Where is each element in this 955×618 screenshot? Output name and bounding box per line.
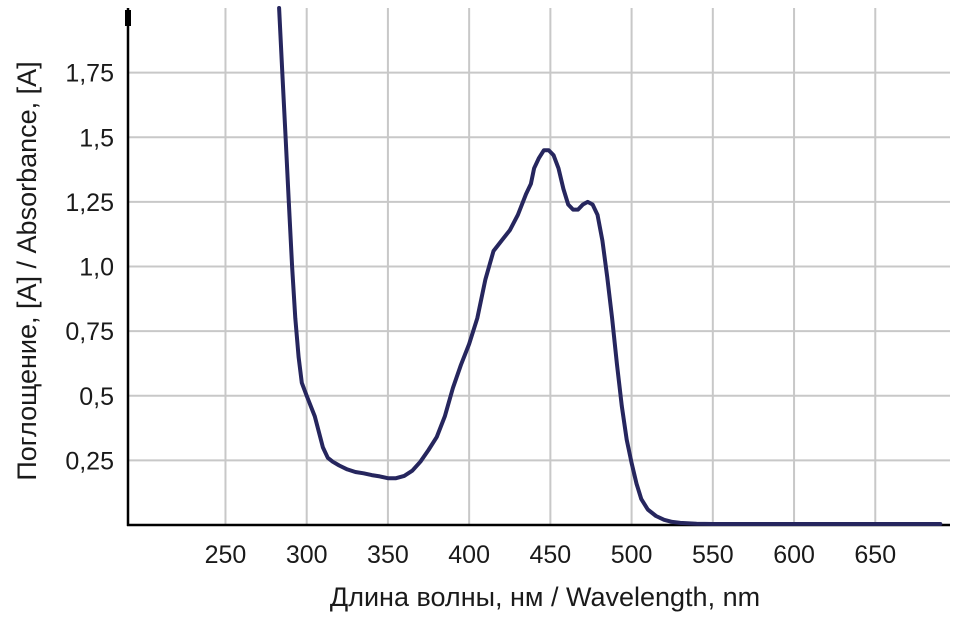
y-tick-label: 0,75 — [65, 318, 114, 346]
x-axis-label: Длина волны, нм / Wavelength, nm — [330, 582, 760, 612]
x-tick-label: 350 — [367, 541, 409, 569]
y-tick-label: 1,5 — [79, 124, 114, 152]
y-axis-label: Поглощение, [A] / Absorbance, [A] — [12, 61, 42, 480]
y-tick-label: 1,75 — [65, 60, 114, 88]
x-tick-label: 500 — [611, 541, 653, 569]
x-tick-label: 650 — [854, 541, 896, 569]
y-tick-label: 1,0 — [79, 254, 114, 282]
y-tick-labels: 0,25 0,5 0,75 1,0 1,25 1,5 1,75 — [65, 60, 114, 476]
y-tick-label: 0,25 — [65, 447, 114, 475]
x-tick-label: 550 — [692, 541, 734, 569]
y-axis-cap — [125, 10, 131, 26]
x-tick-label: 400 — [448, 541, 490, 569]
x-tick-labels: 250 300 350 400 450 500 550 600 650 — [205, 541, 897, 569]
grid — [128, 8, 950, 525]
x-tick-label: 300 — [286, 541, 328, 569]
absorbance-line — [277, 6, 943, 526]
y-tick-label: 0,5 — [79, 383, 114, 411]
x-tick-label: 250 — [205, 541, 247, 569]
x-tick-label: 450 — [530, 541, 572, 569]
x-tick-label: 600 — [773, 541, 815, 569]
y-tick-label: 1,25 — [65, 189, 114, 217]
